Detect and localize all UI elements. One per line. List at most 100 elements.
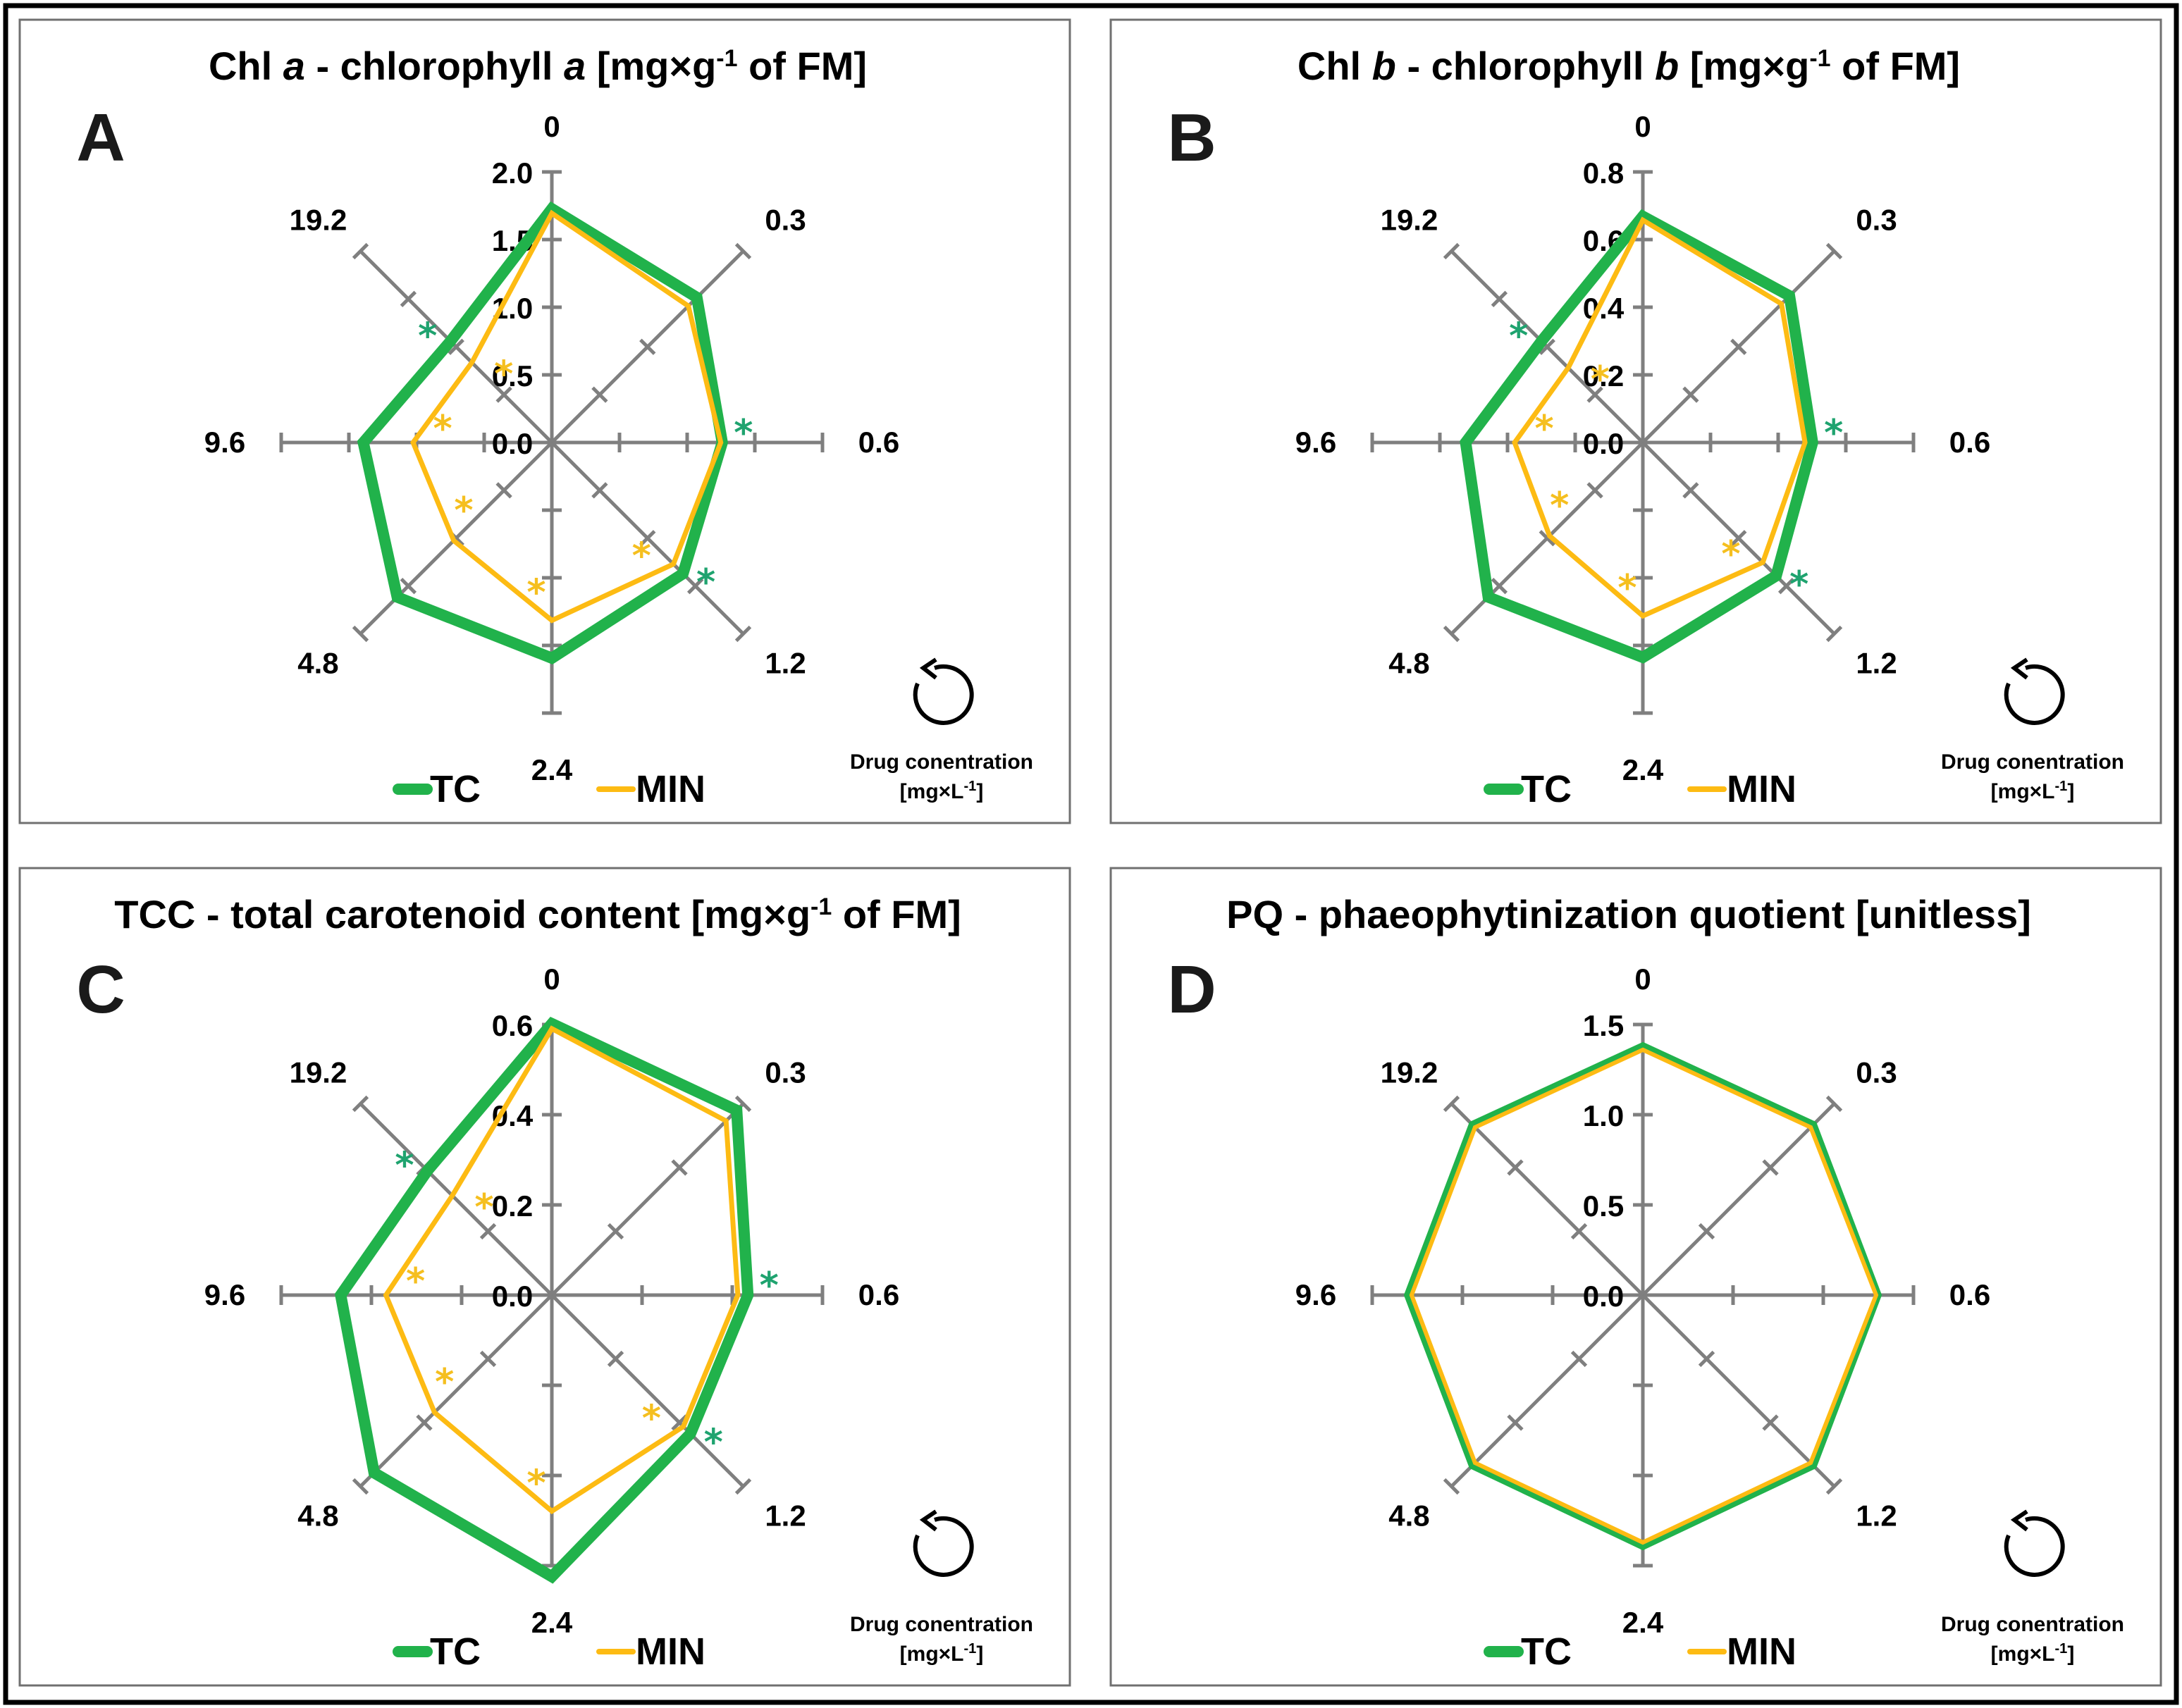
axis-tick <box>479 1350 497 1368</box>
concentration-label: 19.2 <box>1381 203 1438 236</box>
concentration-label: 0.6 <box>858 426 899 459</box>
concentration-label: 0.6 <box>1949 1278 1990 1311</box>
series-min <box>1409 1047 1879 1545</box>
significance-star-min: * <box>494 354 513 396</box>
significance-star-tc: * <box>704 1422 723 1464</box>
concentration-label: 4.8 <box>297 647 338 680</box>
axis-tick <box>352 1478 369 1495</box>
concentration-label: 0.6 <box>1949 426 1990 459</box>
axis-spoke <box>550 1294 745 1488</box>
concentration-label: 0 <box>1634 963 1651 996</box>
axis-tick <box>1570 1223 1588 1240</box>
drug-concentration-note: Drug conentration <box>1941 750 2124 774</box>
concentration-label: 9.6 <box>204 1278 245 1311</box>
radial-tick-label: 0.0 <box>1583 427 1624 460</box>
significance-star-tc: * <box>418 315 437 357</box>
chart-title-part-0: Chl <box>1298 44 1372 88</box>
unit-part: [mg×L <box>1991 1642 2055 1666</box>
unit-part: [mg×L <box>900 780 964 803</box>
axis-tick <box>1777 577 1795 595</box>
axis-spoke <box>1450 1294 1644 1488</box>
axis-tick <box>1507 1414 1524 1431</box>
radial-tick-label: 0.0 <box>492 427 533 460</box>
axis-tick <box>1507 1159 1524 1176</box>
axis-tick <box>1762 1414 1779 1431</box>
radar-axes <box>279 170 825 715</box>
chart-title-part-6: of FM] <box>738 44 867 88</box>
rotation-arrowhead-icon <box>919 657 937 680</box>
panel-frame <box>1109 867 2162 1687</box>
unit-part: ] <box>2067 780 2074 803</box>
unit-part: ] <box>976 1642 983 1666</box>
concentration-label: 1.2 <box>1856 1499 1897 1533</box>
chart-title-part-6: of FM] <box>832 892 961 936</box>
significance-star-tc: * <box>1824 412 1843 454</box>
drug-concentration-unit: [mg×L-1] <box>900 779 984 803</box>
significance-star-tc: * <box>395 1145 414 1187</box>
axis-tick <box>671 1159 688 1176</box>
chart-title-part-3: b <box>1655 44 1679 88</box>
concentration-label: 0 <box>1634 110 1651 143</box>
axis-spoke <box>550 1102 745 1297</box>
concentration-label: 9.6 <box>1295 426 1336 459</box>
axis-tick <box>352 1095 369 1113</box>
significance-star-min: * <box>1591 359 1610 401</box>
significance-star-min: * <box>454 490 473 532</box>
axis-tick <box>1539 530 1555 547</box>
concentration-label: 2.4 <box>531 1606 573 1639</box>
axis-tick <box>1825 625 1843 643</box>
chart-title-part-5: -1 <box>1809 45 1830 72</box>
significance-star-min: * <box>435 1361 454 1404</box>
concentration-label: 4.8 <box>1388 647 1429 680</box>
series-tc <box>1460 209 1818 664</box>
radial-tick-label: 1.5 <box>1583 1009 1624 1042</box>
legend-min-label: MIN <box>636 1630 705 1673</box>
significance-star-tc: * <box>696 562 715 604</box>
concentration-label: 1.2 <box>765 647 806 680</box>
chart-title-part-4: [mg×g <box>680 892 810 936</box>
clockwise-arrow-icon <box>913 664 974 725</box>
legend: TC MIN <box>393 768 705 810</box>
concentration-label: 9.6 <box>1295 1278 1336 1311</box>
axis-tick <box>591 386 608 403</box>
rotation-arrowhead-icon <box>2010 657 2028 680</box>
significance-star-min: * <box>1550 485 1569 527</box>
panel-letter: A <box>76 100 125 175</box>
concentration-label: 0.3 <box>765 1056 806 1089</box>
axis-spoke <box>1641 1102 1836 1297</box>
panel-letter: D <box>1167 952 1216 1027</box>
drug-concentration-unit: [mg×L-1] <box>900 1641 984 1666</box>
legend-min-label: MIN <box>1727 1630 1796 1673</box>
axis-tick <box>1443 1478 1460 1495</box>
rotation-arrowhead-icon <box>919 1509 937 1532</box>
radial-tick-label: 2.0 <box>492 156 533 190</box>
significance-star-min: * <box>474 1187 493 1229</box>
axis-tick <box>734 1095 752 1113</box>
axis-tick <box>479 1223 497 1240</box>
axis-tick <box>1443 1095 1460 1113</box>
chart-title: Chl b - chlorophyll b [mg×g-1 of FM] <box>1298 44 1960 88</box>
unit-part: [mg×L <box>1991 780 2055 803</box>
radial-tick-label: 0.6 <box>492 1009 533 1042</box>
unit-part: ] <box>976 780 983 803</box>
legend-tc-label: TC <box>1521 768 1572 810</box>
axis-tick <box>1730 530 1747 547</box>
concentration-label: 0 <box>543 963 560 996</box>
concentration-label: 19.2 <box>1381 1056 1438 1089</box>
unit-sup: -1 <box>964 1641 977 1657</box>
axis-tick <box>400 290 417 308</box>
axis-tick <box>591 482 608 499</box>
radar-axes <box>1370 1022 1916 1568</box>
clockwise-arrow-icon <box>913 1516 974 1577</box>
axis-tick <box>495 386 512 403</box>
axis-tick <box>1443 242 1460 260</box>
radial-tick-label: 0.0 <box>492 1280 533 1313</box>
radial-tick-label: 0.0 <box>1583 1280 1624 1313</box>
radial-tick-label: 0.5 <box>492 359 533 392</box>
concentration-label: 0.6 <box>858 1278 899 1311</box>
chart-title: Chl a - chlorophyll a [mg×g-1 of FM] <box>209 44 867 88</box>
unit-sup: -1 <box>964 779 977 794</box>
chart-title-part-4: [mg×g <box>586 44 716 88</box>
axis-tick <box>1539 338 1555 355</box>
significance-star-tc: * <box>734 412 753 454</box>
